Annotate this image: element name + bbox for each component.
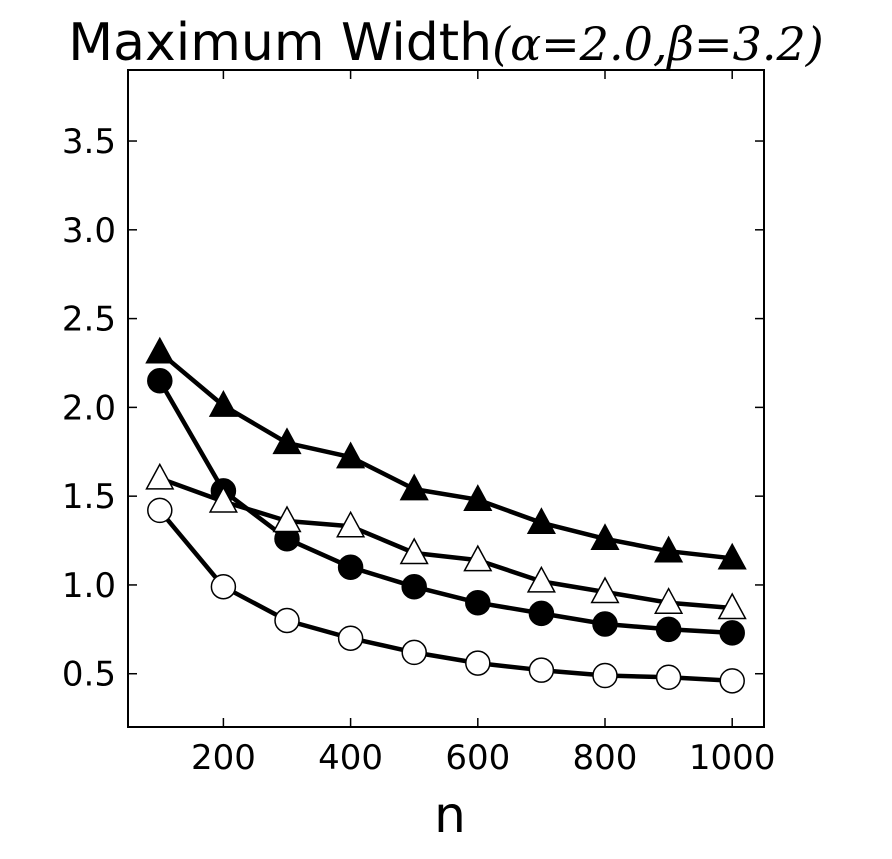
series-2-line: [157, 379, 733, 636]
series-4-point: [147, 497, 173, 524]
chart-title: Maximum Width(α=2.0,β=3.2): [68, 13, 823, 73]
chart-title-text: Maximum Width: [68, 13, 492, 73]
y-tick-label: 1.5: [62, 477, 116, 517]
series-2-point: [528, 600, 555, 627]
series-4-point: [528, 657, 555, 683]
series-4-point: [210, 573, 237, 600]
series-3-point: [463, 544, 493, 572]
plot-background: [128, 70, 764, 727]
series-3-point: [654, 587, 684, 614]
series-1-point: [208, 390, 238, 417]
y-tick-label: 0.5: [62, 655, 116, 695]
x-tick-label: 400: [318, 738, 383, 778]
series-2-point: [401, 573, 427, 600]
series-4-point: [465, 650, 491, 676]
y-tick-label: 3.5: [62, 122, 116, 162]
series-3-point: [717, 592, 747, 620]
series-3-point: [272, 505, 302, 533]
x-axis-label: n: [434, 786, 466, 844]
series-2-point: [147, 367, 173, 394]
series-4-point: [274, 607, 300, 634]
series-3-point: [145, 462, 175, 490]
series-1-point: [463, 484, 493, 511]
series-1-point: [590, 523, 620, 551]
series-2-point: [337, 554, 364, 580]
y-tick-label: 2.0: [62, 388, 116, 428]
series-1-point: [526, 507, 556, 535]
series-3-point: [526, 565, 556, 593]
x-tick-label: 800: [573, 738, 638, 778]
series-4-point: [592, 662, 618, 689]
series-4-point: [401, 639, 427, 666]
plot-frame: [127, 69, 765, 728]
series-group: [145, 336, 747, 694]
series-1-point: [399, 473, 429, 501]
series-4-point: [337, 625, 364, 651]
series-4-point: [655, 664, 682, 691]
series-4-point: [719, 668, 745, 694]
y-tick-label: 3.0: [62, 211, 116, 251]
series-3: [145, 462, 747, 620]
series-1-point: [145, 336, 175, 364]
series-2-point: [592, 611, 618, 637]
axes: 200 400 600 800 1000 0.5 1.0 1.5 2.0 2.5 3.0 3.5: [62, 69, 776, 778]
series-2-point: [655, 616, 682, 643]
series-4-line: [158, 508, 733, 684]
series-2-point: [465, 589, 491, 616]
series-3-point: [336, 510, 366, 538]
series-2: [147, 367, 745, 646]
series-1: [145, 336, 747, 570]
y-tick-label: 1.0: [62, 566, 116, 606]
series-1-line: [158, 350, 733, 561]
x-tick-label: 1000: [689, 738, 776, 778]
series-3-line: [159, 476, 733, 611]
series-3-point: [208, 485, 238, 513]
plot-area: [128, 70, 764, 727]
series-3-point: [399, 537, 429, 565]
x-tick-label: 600: [445, 738, 510, 778]
series-1-point: [654, 535, 684, 563]
series-1-point: [336, 441, 366, 469]
series-2-point: [719, 620, 745, 646]
series-1-point: [717, 542, 747, 570]
series-1-point: [272, 427, 302, 455]
chart-title-parameters: (α=2.0,β=3.2): [492, 17, 824, 71]
series-3-point: [590, 576, 620, 604]
x-tick-label: 200: [191, 738, 256, 778]
series-4: [147, 497, 745, 694]
y-tick-label: 2.5: [62, 300, 116, 340]
